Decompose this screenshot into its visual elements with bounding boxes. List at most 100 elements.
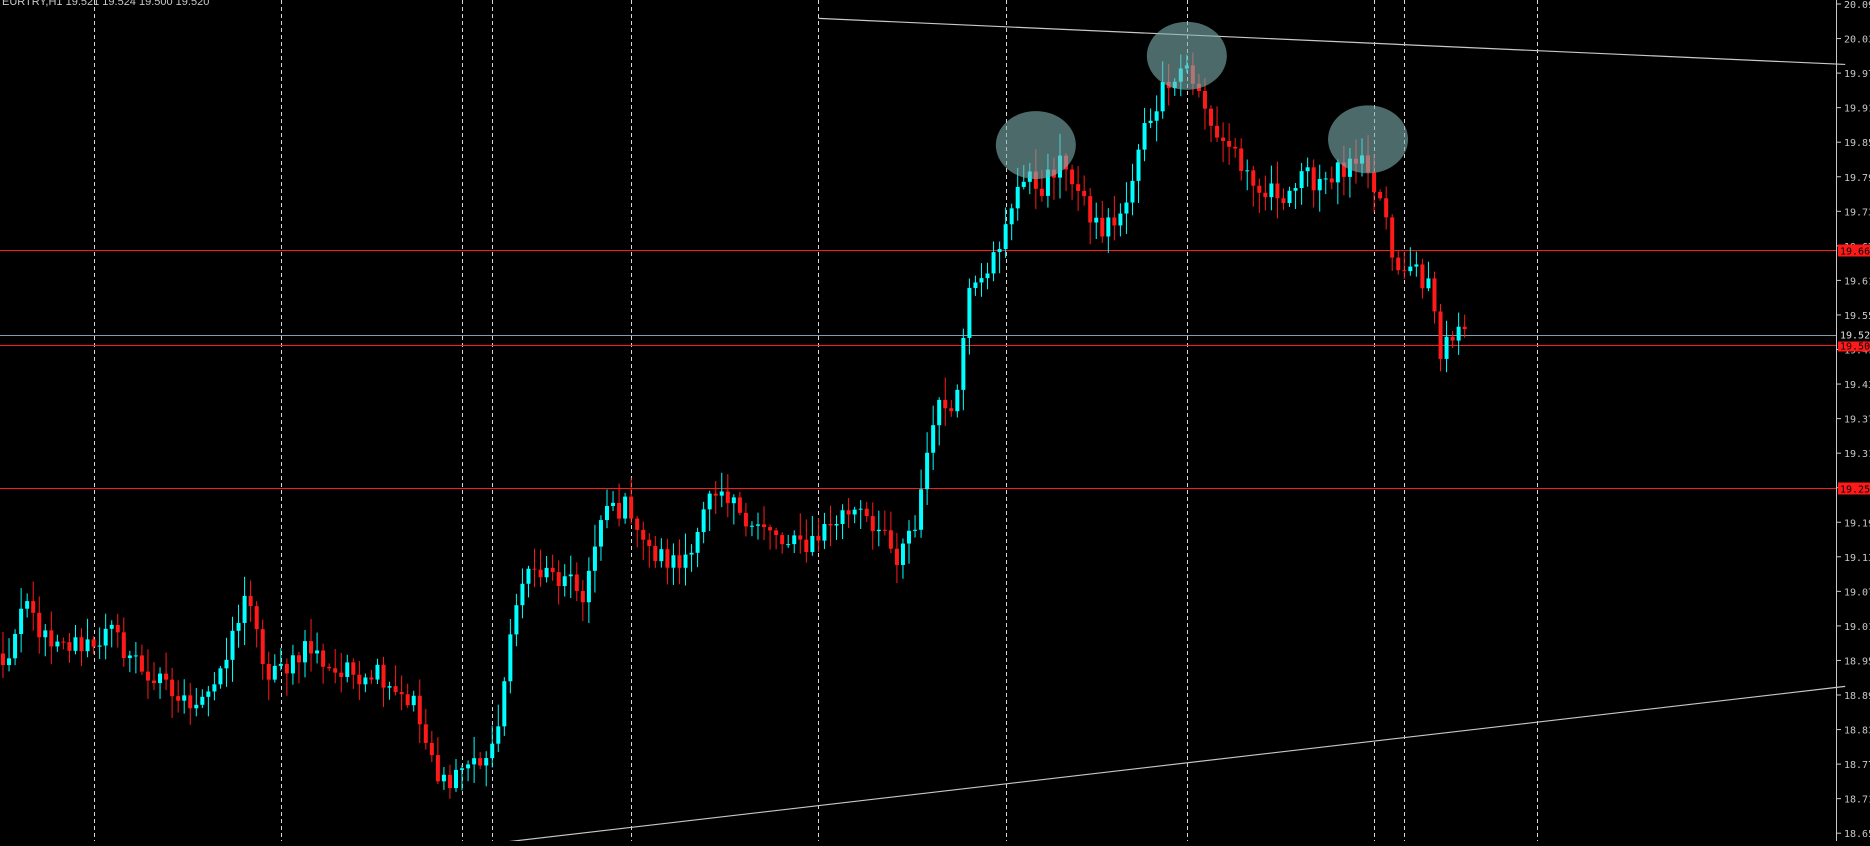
bear-candle — [575, 574, 579, 590]
bear-candle — [267, 664, 271, 680]
bull-candle — [460, 768, 464, 770]
bull-candle — [1106, 217, 1110, 236]
bull-candle — [1143, 123, 1147, 150]
bull-candle — [73, 637, 77, 651]
y-tick-label: 19.915 — [1844, 104, 1870, 115]
bull-candle — [231, 631, 235, 660]
bear-candle — [1239, 148, 1243, 171]
bull-candle — [194, 705, 198, 708]
bull-candle — [1426, 278, 1430, 288]
bear-candle — [744, 513, 748, 527]
bull-candle — [182, 695, 186, 700]
bear-candle — [394, 686, 398, 692]
bull-candle — [134, 655, 138, 656]
bear-candle — [140, 655, 144, 671]
bear-candle — [1251, 170, 1255, 185]
bull-candle — [363, 677, 367, 684]
bear-candle — [762, 524, 766, 527]
bull-candle — [388, 686, 392, 688]
bear-candle — [255, 606, 259, 629]
bull-candle — [756, 524, 760, 525]
bear-candle — [249, 596, 253, 606]
bear-candle — [557, 572, 561, 586]
bull-candle — [919, 489, 923, 530]
bull-candle — [599, 520, 603, 547]
bear-candle — [949, 408, 953, 411]
bull-candle — [200, 697, 204, 705]
bull-candle — [750, 526, 754, 527]
bull-candle — [1414, 264, 1418, 266]
bull-candle — [1269, 183, 1273, 197]
y-tick-label: 19.375 — [1844, 415, 1870, 426]
bull-candle — [1324, 178, 1328, 179]
bear-candle — [1420, 264, 1424, 288]
bull-candle — [98, 646, 102, 647]
bull-candle — [55, 642, 59, 647]
bull-candle — [273, 666, 277, 680]
bull-candle — [702, 509, 706, 532]
y-tick-label: 19.315 — [1844, 449, 1870, 460]
bull-candle — [998, 249, 1002, 252]
bull-candle — [1124, 203, 1128, 214]
y-tick-label: 19.555 — [1844, 311, 1870, 322]
bull-candle — [810, 536, 814, 552]
bull-candle — [466, 764, 470, 768]
bull-candle — [1294, 188, 1298, 191]
bull-candle — [206, 691, 210, 696]
bull-candle — [375, 665, 379, 680]
bull-candle — [345, 662, 349, 677]
bear-candle — [357, 675, 361, 685]
y-tick-label: 19.615 — [1844, 276, 1870, 287]
symbol-info: EURTRY,H1 19.521 19.524 19.500 19.520 — [2, 0, 209, 8]
bull-candle — [502, 681, 506, 726]
bear-candle — [424, 724, 428, 743]
bull-candle — [955, 390, 959, 411]
bear-candle — [1215, 126, 1219, 138]
bear-candle — [327, 667, 331, 668]
y-tick-label: 18.715 — [1844, 795, 1870, 806]
y-tick-label: 19.735 — [1844, 207, 1870, 218]
bear-candle — [1209, 109, 1213, 126]
bear-candle — [418, 696, 422, 725]
bull-candle — [1245, 170, 1249, 171]
bull-candle — [611, 503, 615, 506]
bear-candle — [1451, 337, 1455, 341]
bear-candle — [1263, 193, 1267, 197]
bear-candle — [1372, 172, 1376, 192]
bull-candle — [986, 273, 990, 278]
bull-candle — [526, 569, 530, 584]
bear-candle — [1233, 147, 1237, 149]
bull-candle — [853, 510, 857, 515]
bull-candle — [732, 497, 736, 503]
bear-candle — [61, 642, 65, 643]
y-tick-label: 20.035 — [1844, 35, 1870, 46]
bear-candle — [309, 641, 313, 653]
bull-candle — [545, 568, 549, 577]
right-shoulder-marker — [1328, 105, 1408, 173]
bear-candle — [351, 662, 355, 674]
bear-candle — [1384, 198, 1388, 217]
bear-candle — [400, 692, 404, 694]
bear-candle — [774, 530, 778, 535]
y-tick-label: 19.195 — [1844, 518, 1870, 529]
bull-candle — [19, 609, 23, 634]
bear-candle — [539, 570, 543, 578]
bear-candle — [261, 629, 265, 664]
bull-candle — [218, 668, 222, 684]
bear-candle — [1, 654, 5, 666]
bull-candle — [937, 400, 941, 425]
bear-candle — [768, 527, 772, 530]
bear-candle — [37, 613, 41, 637]
bear-candle — [629, 497, 633, 519]
bear-candle — [677, 555, 681, 568]
y-tick-label: 19.135 — [1844, 553, 1870, 564]
bull-candle — [1149, 121, 1153, 123]
y-tick-label: 19.975 — [1844, 69, 1870, 80]
bull-candle — [569, 574, 573, 576]
y-tick-label: 18.955 — [1844, 656, 1870, 667]
bull-candle — [659, 549, 663, 561]
bear-candle — [1203, 91, 1207, 109]
bull-candle — [961, 338, 965, 390]
